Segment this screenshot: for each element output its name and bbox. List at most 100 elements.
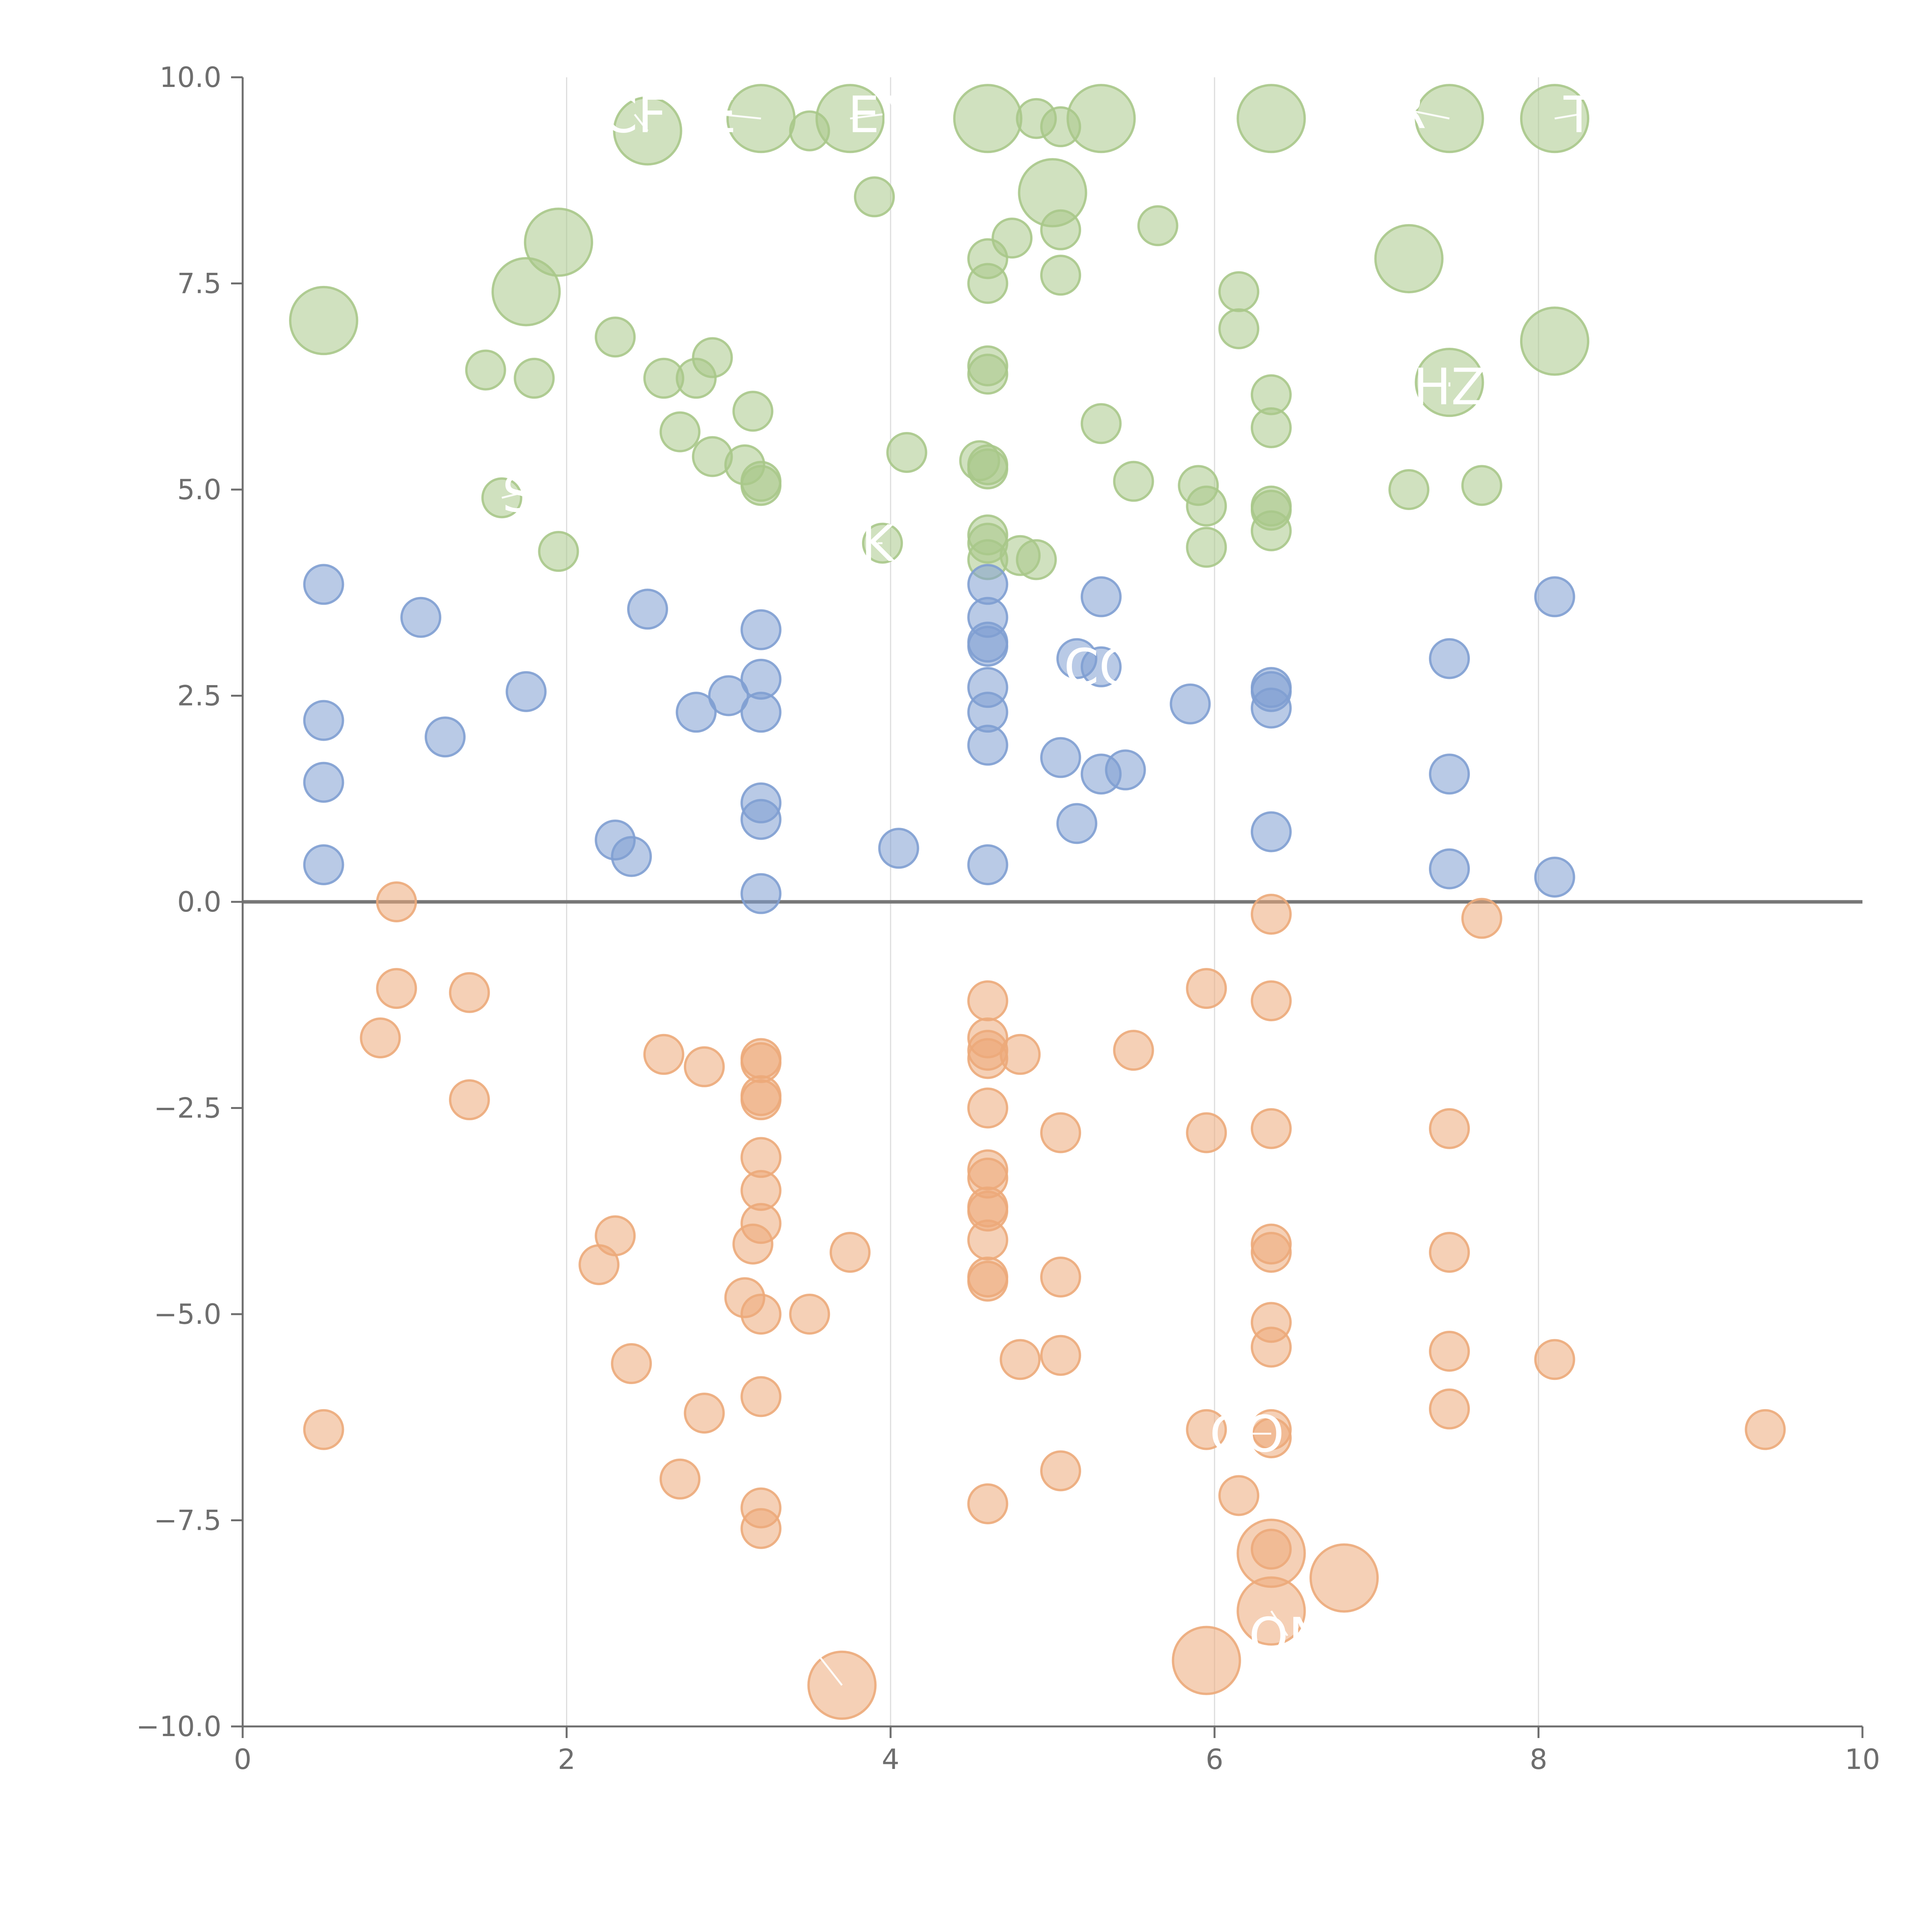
negative-bubble-72 xyxy=(1172,1626,1241,1695)
positive-bubble-48 xyxy=(1113,461,1154,502)
label-connectors xyxy=(502,109,1579,1686)
bubble-label-10: ON xyxy=(1249,1607,1326,1665)
negative-bubble-55 xyxy=(684,1393,725,1434)
neutral-bubble-40 xyxy=(967,844,1009,885)
neutral-bubble-13 xyxy=(303,700,344,741)
positive-bubble-28 xyxy=(465,349,506,391)
neutral-bubble-30 xyxy=(1105,749,1146,791)
neutral-bubble-36 xyxy=(303,844,344,885)
negative-bubble-7 xyxy=(1186,968,1227,1009)
positive-bubble-15 xyxy=(789,110,830,151)
positive-bubble-21 xyxy=(1137,205,1179,247)
negative-bubble-5 xyxy=(360,1017,401,1059)
positive-bubble-45 xyxy=(967,444,1009,485)
neutral-bubble-17 xyxy=(708,675,749,716)
positive-bubble-2 xyxy=(524,207,594,277)
bubble-label-2: EN xyxy=(848,85,917,144)
bubbles xyxy=(289,84,1786,1720)
positive-bubble-36 xyxy=(732,391,774,432)
positive-bubble-39 xyxy=(659,411,701,452)
negative-bubble-15 xyxy=(684,1046,725,1087)
neutral-bubble-10 xyxy=(1080,646,1122,687)
negative-bubble-43 xyxy=(1040,1256,1081,1298)
label-connector-11 xyxy=(809,1643,843,1686)
negative-bubble-63 xyxy=(1040,1450,1081,1492)
positive-bubble-26 xyxy=(1218,308,1260,349)
x-tick-label-0: 0 xyxy=(234,1743,252,1776)
neutral-bubble-12 xyxy=(1429,638,1470,679)
neutral-bubble-35 xyxy=(1250,811,1292,852)
label-connector-6 xyxy=(502,493,519,499)
neutral-bubble-23 xyxy=(1170,683,1211,724)
negative-bubble-24 xyxy=(1250,1108,1292,1149)
neutral-bubble-34 xyxy=(1056,803,1097,844)
bubble-label-7: K xyxy=(861,514,895,573)
bubble-label-11: Y xyxy=(794,1615,825,1674)
bubble-labels: CF E EN R T HZ S K CO CO ON Y xyxy=(502,81,1594,1673)
bubble-label-6: S xyxy=(502,465,534,524)
positive-bubble-53 xyxy=(1388,469,1430,510)
label-connector-1 xyxy=(720,113,761,120)
negative-bubble-4 xyxy=(449,972,490,1013)
negative-bubble-23 xyxy=(1186,1112,1227,1153)
y-tick-label-8: −10.0 xyxy=(136,1710,221,1743)
positive-bubble-13 xyxy=(1520,306,1590,376)
negative-bubble-39 xyxy=(1250,1231,1292,1273)
label-connector-2 xyxy=(850,113,883,120)
neutral-bubble-0 xyxy=(303,564,344,605)
positive-bubble-20 xyxy=(1040,209,1081,250)
x-tick-label-5: 10 xyxy=(1845,1743,1880,1776)
negative-bubble-60 xyxy=(1429,1388,1470,1430)
negative-bubble-66 xyxy=(740,1508,782,1549)
neutral-bubble-31 xyxy=(1429,753,1470,795)
negative-bubble-51 xyxy=(611,1343,652,1384)
label-connector-0 xyxy=(634,114,648,132)
bubble-label-3: R xyxy=(1391,81,1426,140)
positive-bubble-50 xyxy=(1186,485,1227,527)
label-connector-10 xyxy=(1270,1610,1288,1636)
neutral-bubble-8 xyxy=(1080,576,1122,617)
positive-bubble-24 xyxy=(967,263,1009,304)
neutral-bubble-43 xyxy=(1534,856,1575,898)
neutral-bubble-41 xyxy=(740,873,782,914)
negative-bubble-8 xyxy=(1250,980,1292,1022)
negative-bubble-46 xyxy=(789,1294,830,1335)
positive-bubble-29 xyxy=(514,357,555,399)
neutral-bubble-3 xyxy=(740,609,782,650)
neutral-bubble-19 xyxy=(740,692,782,733)
bubble-label-5: HZ xyxy=(1413,357,1486,416)
negative-bubble-70 xyxy=(1309,1543,1379,1613)
positive-bubble-0 xyxy=(289,286,359,355)
neutral-bubble-28 xyxy=(1040,737,1081,778)
positive-bubble-6 xyxy=(953,84,1022,153)
negative-bubble-62 xyxy=(659,1458,701,1500)
x-tick-label-4: 8 xyxy=(1530,1743,1548,1776)
bubble-label-8: CO xyxy=(1064,638,1138,697)
positive-bubble-62 xyxy=(1016,539,1057,580)
positive-bubble-32 xyxy=(692,337,733,378)
positive-bubble-25 xyxy=(1218,271,1260,312)
bubble-label-4: T xyxy=(1563,85,1595,144)
negative-bubble-21 xyxy=(967,1087,1009,1129)
x-tick-label-2: 4 xyxy=(882,1743,900,1776)
positive-bubble-64 xyxy=(1250,510,1292,551)
negative-bubble-0 xyxy=(376,881,417,922)
neutral-bubble-27 xyxy=(303,762,344,803)
neutral-bubble-11 xyxy=(1534,576,1575,617)
positive-bubble-12 xyxy=(1374,224,1444,294)
bubble-label-9: CO xyxy=(1209,1405,1284,1463)
negative-bubble-53 xyxy=(1040,1335,1081,1376)
label-connector-3 xyxy=(1408,109,1450,120)
negative-bubble-40 xyxy=(1429,1231,1470,1273)
positive-bubble-54 xyxy=(1461,465,1502,506)
x-tick-label-1: 2 xyxy=(558,1743,575,1776)
negative-bubble-50 xyxy=(1534,1339,1575,1380)
negative-bubble-52 xyxy=(1000,1339,1041,1380)
negative-bubble-42 xyxy=(967,1260,1009,1302)
positive-bubble-42 xyxy=(886,432,927,473)
negative-bubble-12 xyxy=(1000,1034,1041,1075)
negative-bubble-22 xyxy=(1040,1112,1081,1153)
negative-bubble-48 xyxy=(1250,1327,1292,1368)
positive-bubble-1 xyxy=(491,257,561,327)
